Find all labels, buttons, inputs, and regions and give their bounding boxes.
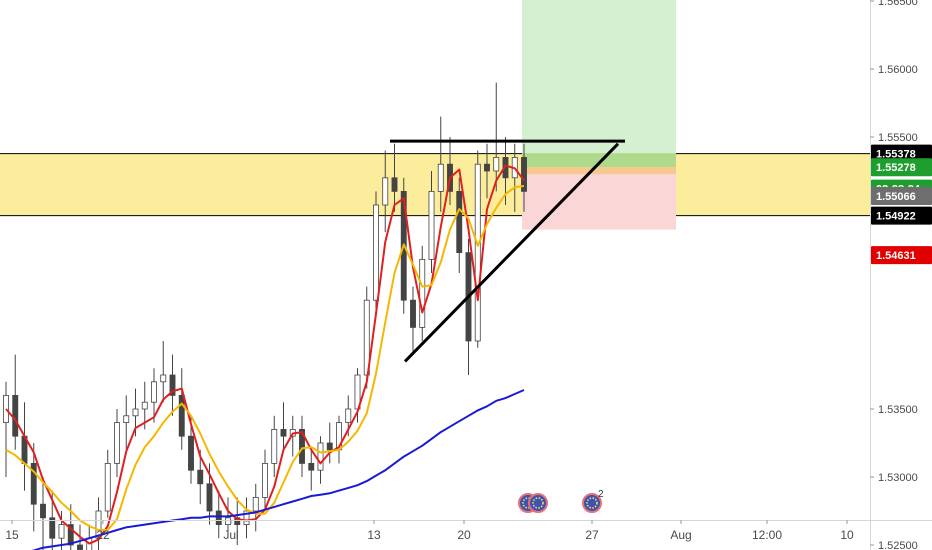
moving-average-line <box>5 185 525 531</box>
loss-area <box>522 167 676 230</box>
candle-body <box>40 503 46 519</box>
candle-body <box>428 190 435 260</box>
candle-body <box>67 524 74 546</box>
candle-body <box>12 394 19 437</box>
candle-body <box>437 163 444 192</box>
zones-layer <box>0 153 870 217</box>
support-zone <box>0 153 870 216</box>
candle-body <box>308 462 315 471</box>
price-tags: 1.598081.586031.586031.553781.5527802:23… <box>871 144 932 265</box>
price-tag-bg <box>871 158 932 177</box>
time-tick-label: 27 <box>585 528 599 542</box>
candle-body <box>206 483 213 512</box>
candle-body <box>345 408 352 423</box>
time-tick-label: 13 <box>367 528 381 542</box>
candle-body <box>188 435 194 471</box>
moving-averages-layer <box>5 164 525 550</box>
candle-body <box>151 381 157 403</box>
time-tick-label: 15 <box>5 528 19 542</box>
price-tick-label: 1.56000 <box>878 64 918 76</box>
price-tick-label: 1.53000 <box>878 472 918 484</box>
candle-body <box>77 544 83 550</box>
price-axis[interactable]: 1.600001.595001.590001.580001.575001.570… <box>870 0 918 550</box>
candle-body <box>299 428 305 464</box>
candle-body <box>484 163 490 172</box>
candle-body <box>456 190 463 253</box>
time-tick-label: 12:00 <box>752 528 782 542</box>
price-tick-label: 1.55500 <box>878 132 918 144</box>
candle-body <box>493 156 500 172</box>
candle-body <box>215 510 222 526</box>
candle-body <box>521 156 527 192</box>
time-tick-label: 20 <box>457 528 471 542</box>
candle-body <box>280 428 287 437</box>
candle-body <box>169 374 176 396</box>
candle-body <box>474 163 481 342</box>
price-tag-bg <box>871 187 932 206</box>
candle-body <box>271 428 278 464</box>
candle-body <box>317 442 324 471</box>
candle-body <box>391 177 398 192</box>
candle-body <box>243 510 250 526</box>
time-tick-label: Aug <box>670 528 691 542</box>
marker-stars <box>532 497 544 509</box>
flag-icon-eu <box>582 493 602 513</box>
current-loss-overlay <box>522 167 676 175</box>
candle-body <box>141 401 148 410</box>
price-tag-bg <box>871 144 932 163</box>
candle-body <box>225 517 231 525</box>
time-tick-label: 10 <box>840 528 854 542</box>
candle-body <box>502 156 509 179</box>
time-tick-label: 22 <box>96 528 110 542</box>
candle-body <box>382 177 389 206</box>
candle-body <box>49 517 56 539</box>
position-tool[interactable] <box>522 0 676 230</box>
candle-body <box>326 442 333 451</box>
candle-body <box>160 374 167 383</box>
price-tag-label: 1.55066 <box>876 191 916 203</box>
candle-body <box>178 394 185 437</box>
flag-icon-eu <box>528 493 548 513</box>
current-profit-overlay <box>522 153 676 168</box>
candle-body <box>58 524 65 539</box>
moving-average-line <box>31 389 525 550</box>
candle-body <box>197 469 204 485</box>
candle-body <box>114 422 120 464</box>
candle-body <box>123 415 130 423</box>
candle-body <box>252 496 259 512</box>
time-tick-label: Jul <box>223 528 238 542</box>
price-tick-label: 1.52500 <box>878 540 918 550</box>
price-tick-label: 1.53500 <box>878 404 918 416</box>
candle-body <box>262 462 268 498</box>
price-tag-label: 1.55378 <box>876 149 916 161</box>
price-tag-label: 1.54631 <box>876 250 916 262</box>
price-tag-bg <box>871 246 932 265</box>
candle-body <box>104 462 111 512</box>
candle-body <box>410 299 416 328</box>
event-count-badge: 2 <box>598 489 604 500</box>
candle-body <box>30 462 37 505</box>
price-tag-bg <box>871 206 932 225</box>
candle-body <box>132 408 139 417</box>
trendlines-layer[interactable] <box>390 139 625 363</box>
candle-body <box>419 258 426 328</box>
profit-area <box>522 0 676 168</box>
ascending-trendline <box>403 142 620 363</box>
candle-body <box>373 204 379 301</box>
candle-body <box>234 517 241 525</box>
time-axis[interactable]: 15 22 Jul 13 20 27 Aug 12:00 10 <box>5 520 854 542</box>
marker-stars <box>586 497 598 509</box>
price-tag-label: 1.55278 <box>876 162 916 174</box>
price-tag-label: 1.54922 <box>876 211 916 223</box>
price-tick-label: 1.56500 <box>878 0 918 8</box>
event-markers-layer[interactable]: 2 <box>518 489 604 513</box>
